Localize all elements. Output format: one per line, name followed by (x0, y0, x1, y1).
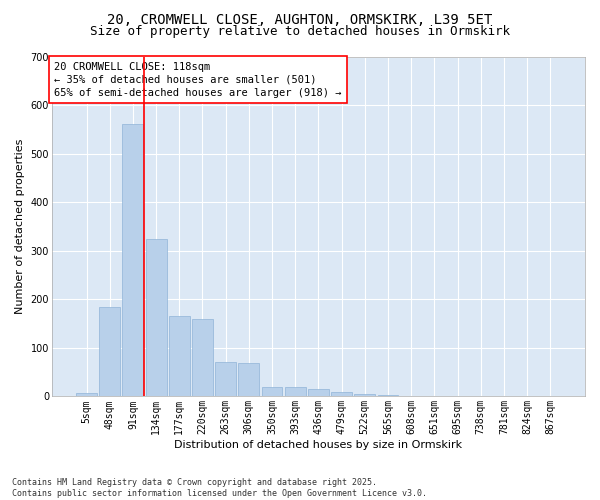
Y-axis label: Number of detached properties: Number of detached properties (15, 139, 25, 314)
Text: 20, CROMWELL CLOSE, AUGHTON, ORMSKIRK, L39 5ET: 20, CROMWELL CLOSE, AUGHTON, ORMSKIRK, L… (107, 12, 493, 26)
Text: Contains HM Land Registry data © Crown copyright and database right 2025.
Contai: Contains HM Land Registry data © Crown c… (12, 478, 427, 498)
Bar (122, 124, 143, 396)
Bar (192, 318, 213, 396)
Bar (215, 362, 236, 396)
Bar (331, 392, 352, 396)
Text: Size of property relative to detached houses in Ormskirk: Size of property relative to detached ho… (90, 25, 510, 38)
Bar (355, 394, 375, 396)
X-axis label: Distribution of detached houses by size in Ormskirk: Distribution of detached houses by size … (175, 440, 463, 450)
Bar (169, 316, 190, 396)
Bar (308, 389, 329, 396)
Bar (238, 364, 259, 396)
Bar (99, 306, 120, 396)
Text: 20 CROMWELL CLOSE: 118sqm
← 35% of detached houses are smaller (501)
65% of semi: 20 CROMWELL CLOSE: 118sqm ← 35% of detac… (55, 62, 342, 98)
Bar (146, 238, 167, 396)
Bar (76, 392, 97, 396)
Bar (285, 386, 305, 396)
Bar (262, 386, 283, 396)
